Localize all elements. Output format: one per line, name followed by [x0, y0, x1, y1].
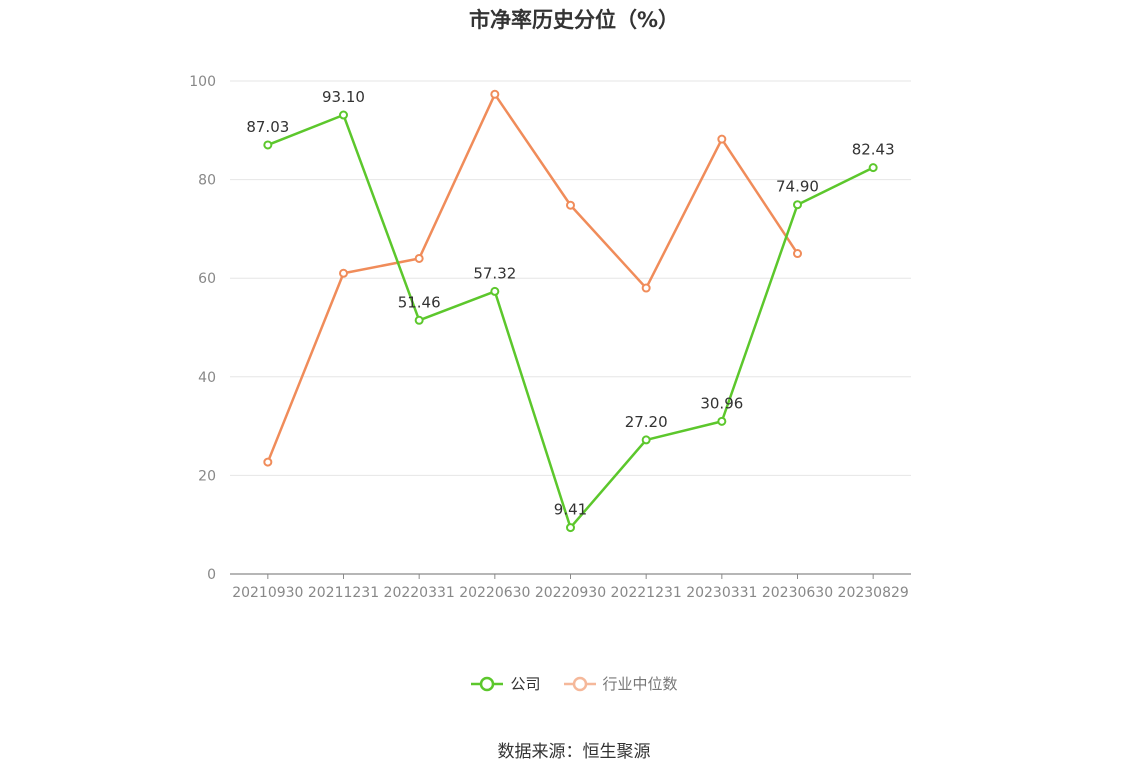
data-point-company[interactable] — [868, 163, 878, 173]
data-point-industry[interactable] — [490, 89, 500, 99]
data-point-industry[interactable] — [339, 268, 348, 278]
y-tick-label: 100 — [189, 74, 216, 90]
series-line-industry — [266, 93, 799, 463]
data-label: 87.03 — [246, 118, 289, 136]
y-tick-label: 0 — [207, 567, 216, 583]
data-point-industry[interactable] — [717, 134, 727, 144]
x-tick-label: 20211231 — [308, 585, 379, 601]
legend-company-marker-icon — [471, 676, 504, 691]
data-point-company[interactable] — [566, 523, 575, 533]
data-point-company[interactable] — [490, 286, 500, 296]
y-tick-label: 40 — [198, 370, 216, 386]
y-tick-label: 80 — [198, 173, 216, 189]
series-lines — [263, 89, 878, 533]
data-point-industry[interactable] — [641, 283, 651, 293]
data-label: 27.20 — [625, 413, 668, 431]
data-point-company[interactable] — [717, 416, 727, 426]
x-tick-label: 20230630 — [762, 585, 833, 601]
data-point-industry[interactable] — [566, 200, 575, 210]
legend-item-company[interactable]: 公司 — [470, 673, 541, 694]
data-source-note: 数据来源：恒生聚源 — [497, 742, 651, 762]
data-label: 51.46 — [398, 293, 441, 311]
data-point-company[interactable] — [263, 140, 273, 150]
data-label: 93.10 — [322, 88, 365, 106]
data-point-industry[interactable] — [793, 249, 802, 259]
legend-item-industry[interactable]: 行业中位数 — [563, 673, 678, 694]
legend: 公司 行业中位数 — [0, 673, 1148, 694]
data-label: 57.32 — [473, 264, 516, 282]
x-tick-label: 20220630 — [459, 585, 530, 601]
x-tick-label: 20221231 — [611, 585, 682, 601]
data-point-company[interactable] — [793, 200, 802, 210]
data-point-industry[interactable] — [263, 457, 273, 467]
data-label: 82.43 — [852, 141, 895, 159]
x-tick-label: 20230829 — [838, 585, 909, 601]
x-tick-label: 20220930 — [535, 585, 606, 601]
data-label: 30.96 — [700, 394, 743, 412]
data-point-industry[interactable] — [414, 253, 424, 263]
legend-industry-marker-icon — [563, 676, 596, 691]
x-tick-label: 20210930 — [232, 585, 303, 601]
data-point-company[interactable] — [339, 110, 348, 120]
data-point-company[interactable] — [414, 315, 424, 325]
x-tick-label: 20230331 — [686, 585, 757, 601]
data-labels: 87.03 93.10 51.46 57.32 9.41 27.20 30.96 74.90 8… — [246, 88, 894, 519]
y-tick-label: 60 — [198, 271, 216, 287]
data-label: 9.41 — [554, 501, 587, 519]
grid-lines — [230, 80, 911, 476]
y-tick-label: 20 — [198, 468, 216, 484]
legend-label-industry: 行业中位数 — [602, 675, 678, 693]
x-tick-label: 20220331 — [384, 585, 455, 601]
chart-title: 市净率历史分位（%） — [468, 8, 680, 32]
legend-label-company: 公司 — [510, 675, 541, 693]
data-label: 74.90 — [776, 178, 819, 196]
data-point-company[interactable] — [641, 435, 651, 445]
